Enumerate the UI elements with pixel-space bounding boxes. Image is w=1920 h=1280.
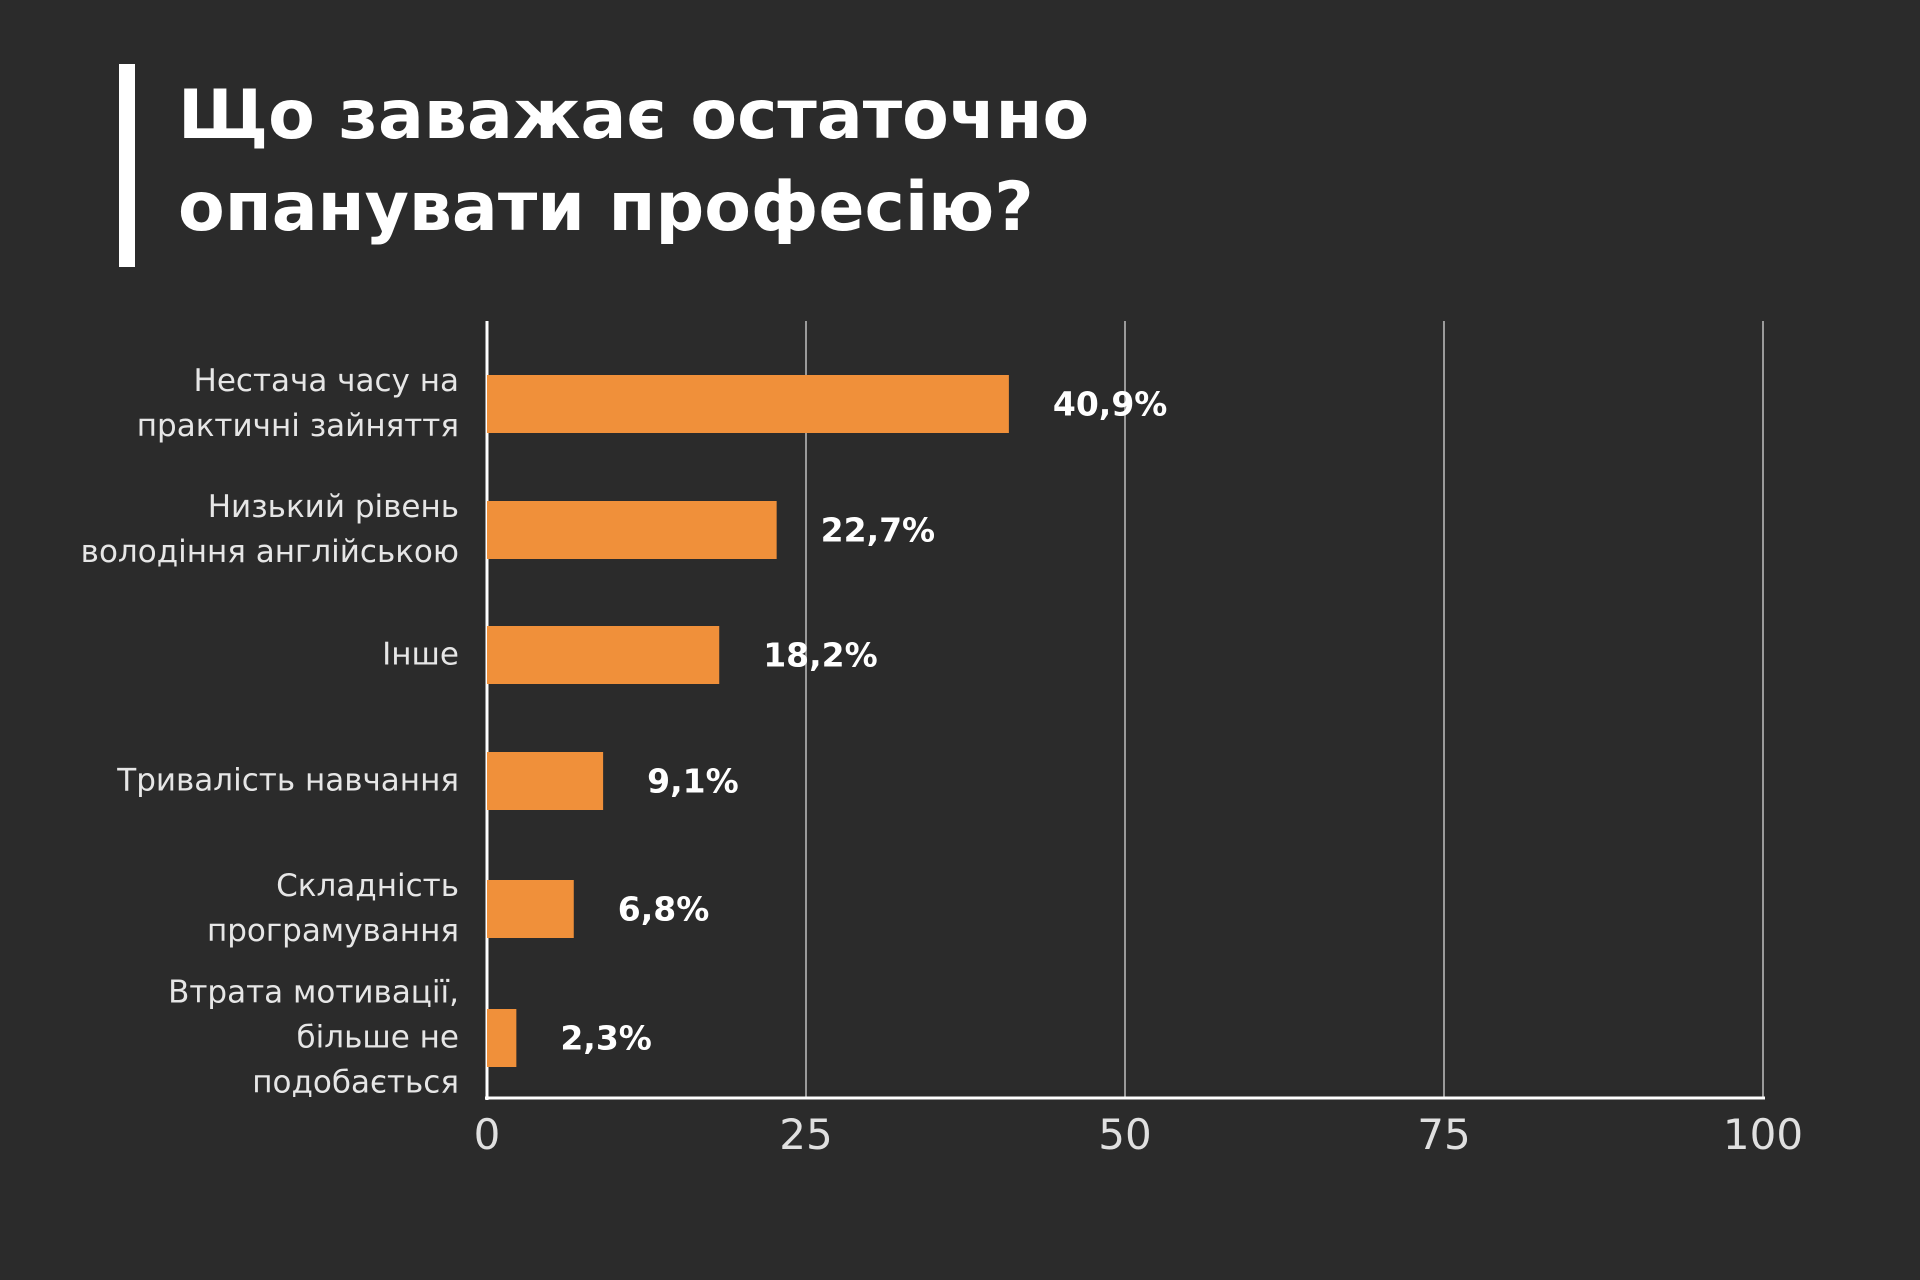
value-label: 40,9% xyxy=(1052,384,1168,424)
category-label: Складність програмування xyxy=(206,868,459,949)
bar xyxy=(487,626,720,684)
bar xyxy=(487,752,604,810)
category-label: Нестача часу на практичні зайняття xyxy=(136,363,459,444)
category-label: Низький рівень володіння англійською xyxy=(80,489,459,570)
x-tick-label: 100 xyxy=(1722,1110,1804,1159)
value-label: 6,8% xyxy=(617,889,710,929)
category-label: Інше xyxy=(382,636,459,673)
value-label: 18,2% xyxy=(763,635,878,675)
title-accent xyxy=(119,64,135,267)
value-label: 9,1% xyxy=(647,761,739,801)
x-tick-label: 0 xyxy=(473,1110,501,1159)
bar xyxy=(487,501,777,559)
value-label: 22,7% xyxy=(820,510,936,550)
bar xyxy=(487,1009,517,1067)
chart-title: Що заважає остаточно опанувати професію? xyxy=(178,76,1090,247)
bar xyxy=(487,880,574,938)
bar xyxy=(487,375,1009,433)
x-tick-label: 75 xyxy=(1417,1110,1471,1159)
x-tick-label: 50 xyxy=(1098,1110,1152,1159)
value-label: 2,3% xyxy=(560,1018,652,1058)
category-label: Тривалість навчання xyxy=(117,762,459,799)
x-tick-label: 25 xyxy=(779,1110,833,1159)
category-label: Втрата мотивації, більше не подобається xyxy=(168,974,459,1101)
